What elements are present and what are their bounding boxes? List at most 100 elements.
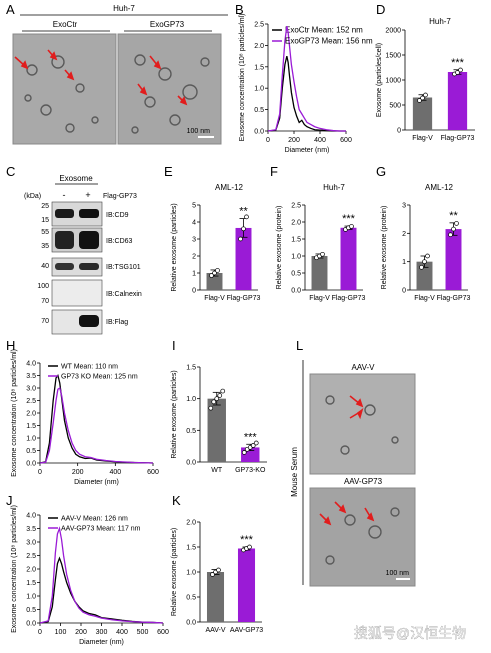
x-tick-label: 0 [38, 469, 42, 476]
charts-layer: 0.0 0.5 1.0 1.5 2.0 2.5 Exosome concentration … [11, 14, 475, 646]
data-point [320, 251, 325, 257]
y-tick-label: 1000 [385, 78, 401, 85]
y-tick-label: 1.0 [186, 570, 196, 577]
x-axis-label: Diameter (nm) [285, 147, 330, 154]
y-tick-label: 2 [402, 231, 406, 238]
bar-1 [445, 229, 462, 290]
bar-0 [412, 97, 433, 130]
legend-label: GP73 KO Mean: 125 nm [61, 374, 138, 381]
data-point [211, 399, 217, 405]
blot-minus: - [63, 190, 66, 200]
y-tick-label: 0.5 [254, 107, 264, 114]
panel-label-b: B [235, 2, 244, 17]
y-tick-label: 4 [192, 220, 196, 227]
legend-label: ExoCtr Mean: 152 nm [285, 26, 363, 35]
bar-1 [237, 548, 256, 622]
data-point [420, 95, 425, 101]
significance-label: *** [342, 213, 356, 225]
data-point [220, 388, 226, 394]
blot-label: IB:Calnexin [106, 291, 142, 298]
panel-label-l: L [296, 338, 303, 353]
y-tick-label: 1.5 [26, 423, 36, 430]
y-tick-label: 0.5 [26, 448, 36, 455]
blot-marker: 15 [41, 217, 49, 224]
significance-label: *** [244, 431, 258, 443]
y-tick-label: 0.0 [186, 460, 196, 467]
data-point [244, 214, 249, 220]
legend-label: WT Mean: 110 nm [61, 364, 118, 371]
chart-panel-e: 0 1 2 3 4 5 Relative exosome (particles) AML-12… [171, 183, 261, 302]
significance-label: ** [449, 210, 458, 222]
blot-row-header: Flag-GP73 [103, 193, 137, 200]
x-tick-label: Flag-GP73 [332, 295, 366, 302]
bar-0 [206, 572, 225, 622]
data-point [250, 443, 256, 448]
x-tick-label: 0 [266, 137, 270, 144]
x-tick-label: AAV-V [205, 627, 225, 634]
data-point [214, 396, 220, 402]
x-tick-label: Flag-V [412, 135, 433, 142]
chart-panel-k: 0.0 0.5 1.0 1.5 2.0 Relative exosome (particl… [171, 520, 263, 635]
y-axis-label: Exosome concentration (10⁸ particles/ml) [11, 505, 18, 633]
data-point [241, 450, 247, 455]
data-point [349, 224, 354, 229]
chart-title: Huh-7 [429, 17, 451, 26]
x-tick-label: 600 [157, 629, 169, 636]
data-point [238, 236, 243, 242]
data-point [448, 232, 453, 238]
blot-kda: (kDa) [24, 193, 41, 200]
y-tick-label: 0 [402, 288, 406, 295]
x-tick-label: 200 [288, 137, 300, 144]
x-tick-label: 0 [38, 629, 42, 636]
y-tick-label: 2 [192, 254, 196, 261]
x-tick-label: WT [211, 467, 223, 474]
y-tick-label: 3.5 [26, 526, 36, 533]
blot-label: IB:TSG101 [106, 264, 141, 271]
series-line-0 [39, 374, 154, 464]
bar-0 [311, 256, 328, 290]
chart-panel-j: 0.0 0.5 1.0 1.5 2.0 2.5 3.0 3.5 4.0 Exosome conce… [11, 505, 169, 646]
x-tick-label: 400 [314, 137, 326, 144]
y-tick-label: 0.0 [26, 461, 36, 468]
data-point [215, 268, 220, 273]
chart-title: AML-12 [425, 183, 454, 192]
data-point [422, 259, 427, 265]
panel-label-c: C [6, 164, 15, 179]
y-tick-label: 1.5 [186, 545, 196, 552]
panel-l-em: Mouse Serum AAV-V AAV-GP73 100 nm [290, 360, 416, 587]
blot-label: IB:Flag [106, 319, 128, 326]
y-tick-label: 1.0 [26, 594, 36, 601]
series-line-1 [39, 526, 164, 624]
blot-marker: 40 [41, 263, 49, 270]
y-tick-label: 3.5 [26, 373, 36, 380]
x-tick-label: Flag-V [309, 295, 330, 302]
y-axis-label: Relative exosome (particles) [171, 203, 178, 291]
scale-bar-a: 100 nm [187, 128, 211, 135]
em-image-aav-gp73 [309, 487, 416, 587]
data-point [451, 226, 456, 232]
data-point [455, 70, 460, 75]
y-axis-label: Relative exosome (protein) [381, 206, 388, 290]
data-point [208, 405, 214, 411]
data-point [423, 92, 428, 98]
data-point [216, 567, 221, 573]
y-axis-label: Exosome (particles/cell) [376, 43, 383, 117]
x-tick-label: AAV-GP73 [230, 627, 263, 634]
panel-a-left-label: ExoCtr [53, 20, 78, 29]
panel-l-side-label: Mouse Serum [290, 447, 299, 497]
y-tick-label: 0.0 [291, 288, 301, 295]
data-point [209, 273, 214, 278]
data-point [458, 67, 463, 73]
panel-label-f: F [270, 164, 278, 179]
y-tick-label: 5 [192, 203, 196, 210]
x-tick-label: 400 [116, 629, 128, 636]
y-tick-label: 1.0 [186, 396, 196, 403]
x-axis-label: Diameter (nm) [79, 639, 124, 646]
panel-a-right-label: ExoGP73 [150, 20, 185, 29]
x-tick-label: 100 [55, 629, 67, 636]
x-tick-label: Flag-GP73 [441, 135, 475, 142]
series-line-1 [267, 26, 346, 132]
data-point [419, 264, 424, 270]
chart-panel-i: 0.0 0.5 1.0 1.5 Relative exosome (particles)… [171, 365, 267, 474]
